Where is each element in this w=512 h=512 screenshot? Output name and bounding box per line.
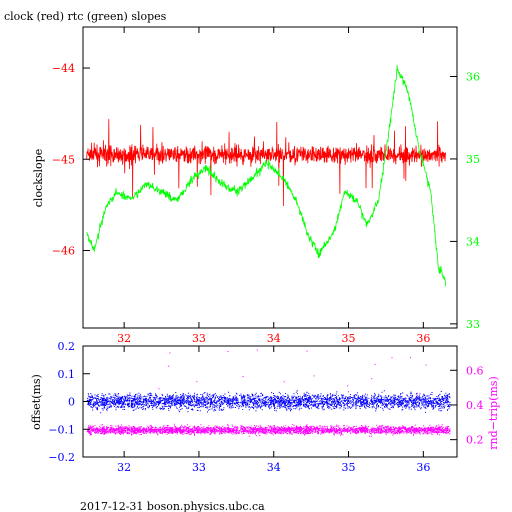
y-left-tick-label: −45 xyxy=(52,153,75,166)
x-tick-label: 32 xyxy=(117,332,131,345)
y-left-tick-label: 0.1 xyxy=(58,368,76,381)
upper-left-axis: −44 −45 −46 xyxy=(52,62,90,257)
offset-points xyxy=(86,390,451,414)
upper-y-label: clockslope xyxy=(32,149,45,207)
x-tick-label: 36 xyxy=(416,332,430,345)
chart-title: clock (red) rtc (green) slopes xyxy=(4,10,167,23)
y-left-tick-label: −0.1 xyxy=(48,423,75,436)
y-right-tick-label: 35 xyxy=(466,153,480,166)
y-right-tick-label: 0.6 xyxy=(466,364,484,377)
upper-frame xyxy=(82,26,458,329)
x-tick-label: 33 xyxy=(192,332,206,345)
y-left-tick-label: −44 xyxy=(52,62,75,75)
x-tick-label: 32 xyxy=(117,461,131,474)
upper-right-axis: 33 34 35 36 xyxy=(450,70,480,331)
x-tick-label: 35 xyxy=(342,332,356,345)
rtc-slope-series xyxy=(86,65,447,287)
x-tick-label: 35 xyxy=(342,461,356,474)
y-right-tick-label: 0.2 xyxy=(466,434,484,447)
chart-footer: 2017-12-31 boson.physics.ubc.ca xyxy=(80,500,265,512)
x-tick-label: 33 xyxy=(192,461,206,474)
y-left-tick-label: −0.2 xyxy=(48,451,75,464)
y-right-tick-label: 33 xyxy=(466,318,480,331)
y-left-tick-label: 0 xyxy=(68,396,75,409)
round-trip-points xyxy=(86,349,451,437)
x-tick-label: 36 xyxy=(416,461,430,474)
y-right-tick-label: 36 xyxy=(466,70,480,83)
lower-right-axis: 0.2 0.4 0.6 xyxy=(450,364,484,447)
x-tick-label: 34 xyxy=(267,461,281,474)
y-left-tick-label: 0.2 xyxy=(58,340,76,353)
y-right-tick-label: 0.4 xyxy=(466,399,484,412)
upper-x-axis: 32 33 34 35 36 xyxy=(117,27,430,345)
lower-panel: 32 33 34 35 36 0.2 0.1 0 −0.1 −0.2 0.2 0.4 0.6 off… xyxy=(30,340,500,474)
clock-slope-line xyxy=(86,119,447,207)
y-right-tick-label: 34 xyxy=(466,235,480,248)
rtc-slope-line xyxy=(86,65,447,287)
round-trip-series xyxy=(86,349,451,437)
lower-left-axis: 0.2 0.1 0 −0.1 −0.2 xyxy=(48,340,90,464)
lower-right-y-label: rnd−trip(ms) xyxy=(487,376,500,450)
upper-panel: 32 33 34 35 36 −44 −45 −46 33 34 35 36 clockslope xyxy=(32,26,480,345)
x-tick-label: 34 xyxy=(267,332,281,345)
lower-y-label: offset(ms) xyxy=(30,374,43,430)
y-left-tick-label: −46 xyxy=(52,244,75,257)
lower-x-axis: 32 33 34 35 36 xyxy=(117,346,430,474)
clock-slope-series xyxy=(86,119,447,207)
offset-series xyxy=(86,390,451,414)
